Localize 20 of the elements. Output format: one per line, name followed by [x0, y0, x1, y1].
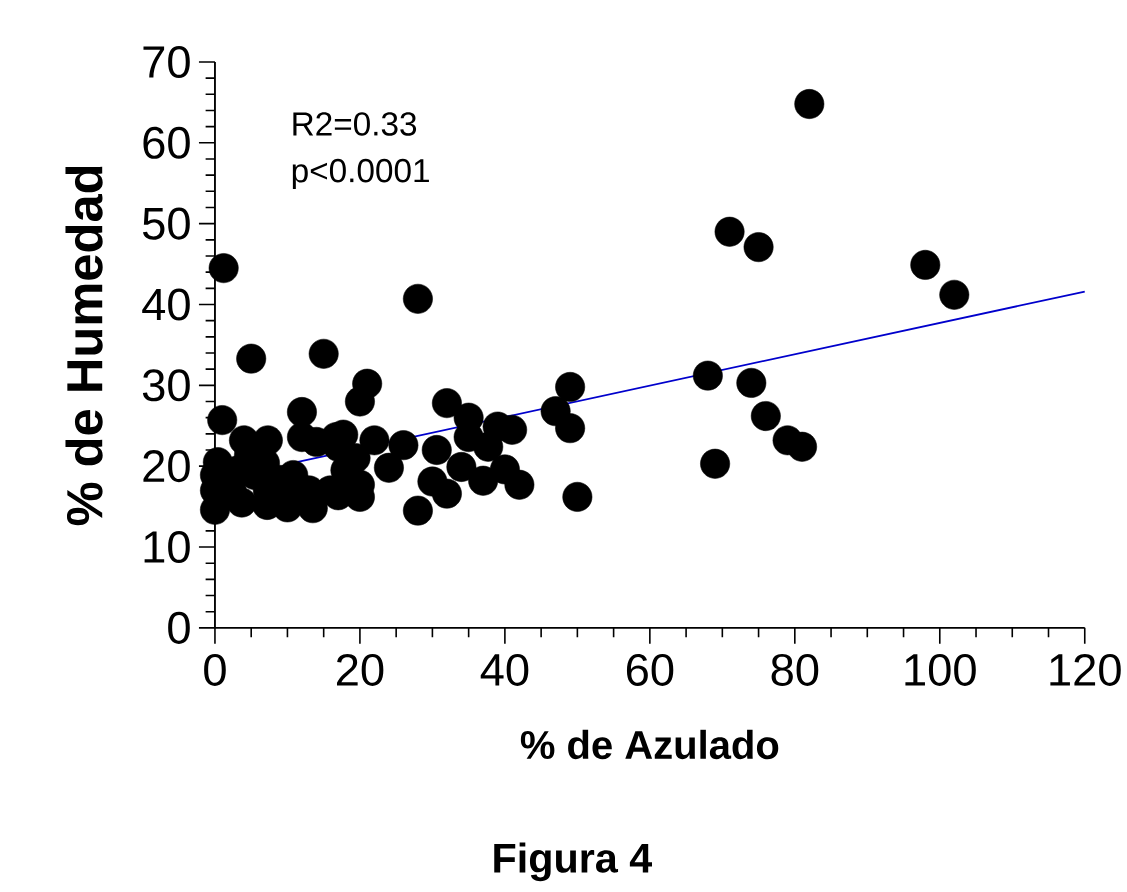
x-tick-label: 0 — [204, 653, 226, 687]
text: Figura 4 — [494, 842, 652, 882]
y-tick-label: 10 — [144, 531, 190, 564]
x-tick-label: 60 — [626, 653, 674, 687]
y-tick-label: 0 — [168, 611, 190, 644]
annotation: R2=0.33 — [293, 112, 417, 136]
y-axis-title: % de Humedad — [65, 166, 103, 526]
x-tick-label: 80 — [771, 653, 819, 687]
x-tick-label: 100 — [905, 653, 976, 687]
y-tick-label: 20 — [143, 450, 190, 483]
annotation: p<0.0001 — [292, 158, 429, 190]
x-tick-label: 120 — [1050, 653, 1121, 687]
x-axis-title: % de Azulado — [520, 729, 779, 760]
y-tick-label: 70 — [143, 46, 190, 79]
y-tick-label: 60 — [143, 126, 190, 159]
x-tick-label: 20 — [336, 653, 384, 687]
y-tick-label: 50 — [142, 207, 190, 240]
y-tick-label: 40 — [142, 288, 190, 321]
y-tick-label: 30 — [142, 369, 190, 402]
x-tick-label: 40 — [480, 653, 529, 687]
